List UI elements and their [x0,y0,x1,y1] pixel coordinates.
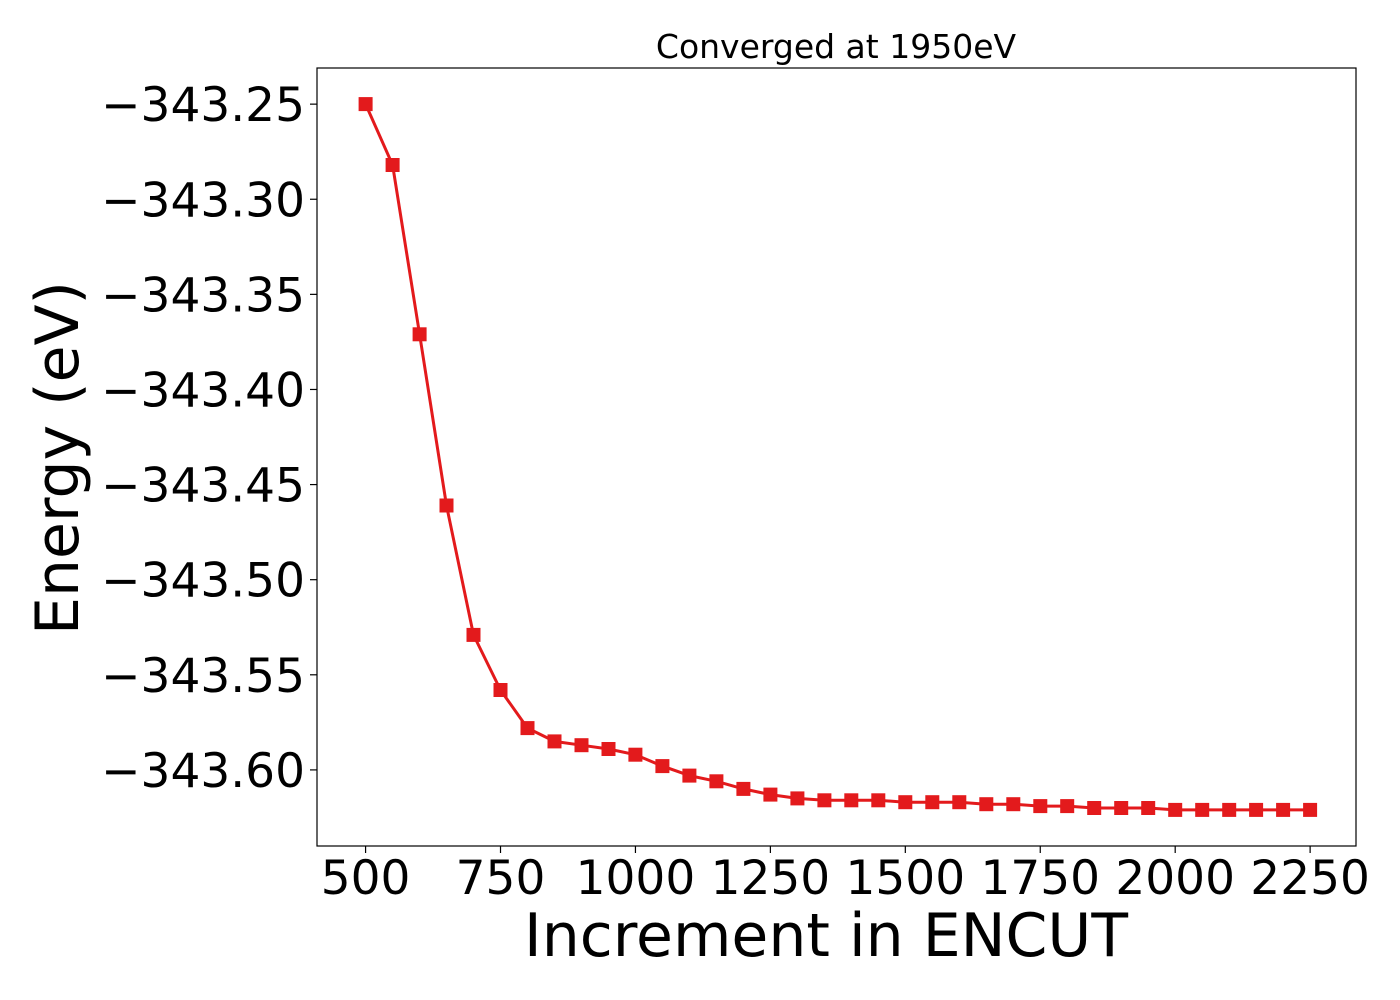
data-point-marker [466,627,481,642]
data-point-marker [493,683,508,697]
data-point-marker [709,774,724,789]
y-tick-label: −343.55 [101,649,305,704]
data-point-marker [925,795,940,810]
data-point-marker [844,793,859,808]
y-tick-label: −343.45 [101,459,305,514]
x-tick-label: 750 [456,851,546,906]
data-point-marker [655,759,670,774]
data-point-marker [817,793,832,808]
data-point-marker [1087,801,1102,815]
x-tick-label: 1250 [711,851,831,906]
y-tick-label: −343.25 [101,78,305,133]
data-point-marker [1114,801,1129,815]
data-point-marker [385,158,400,172]
x-tick-label: 1750 [980,851,1100,906]
data-point-marker [871,793,886,808]
data-point-marker [1276,802,1291,817]
data-point-marker [601,742,616,756]
data-point-marker [898,795,913,810]
y-axis-title: Energy (eV) [23,281,93,635]
data-point-marker [412,327,427,342]
axes-layer: 500 750 1000 1250 1500 1750 2000 2250 −343.25 −34… [101,78,1370,906]
data-point-marker [574,738,589,753]
data-point-marker [1195,802,1210,817]
data-point-marker [1060,799,1075,814]
data-point-marker [439,498,454,513]
data-point-marker [547,734,562,749]
data-point-marker [1141,801,1156,815]
data-point-marker [763,787,778,802]
y-tick-label: −343.60 [101,744,305,799]
x-tick-label: 1000 [576,851,696,906]
data-point-marker [1249,802,1264,817]
plot-frame [316,67,1357,847]
data-point-marker [520,721,535,736]
x-tick-label: 2250 [1250,851,1370,906]
data-point-marker [952,795,967,810]
x-tick-label: 1500 [846,851,966,906]
series-layer [358,97,1318,817]
data-point-marker [1033,799,1048,814]
x-tick-label: 500 [321,851,411,906]
y-tick-label: −343.35 [101,268,305,323]
y-tick-label: −343.50 [101,554,305,609]
x-axis-title: Increment in ENCUT [524,901,1128,971]
y-tick-label: −343.40 [101,363,305,418]
data-point-marker [1168,802,1183,817]
data-point-marker [682,768,697,783]
x-tick-label: 2000 [1115,851,1235,906]
data-point-marker [736,781,751,796]
y-tick-label: −343.30 [101,173,305,228]
data-point-marker [790,791,805,806]
data-point-marker [1006,797,1021,812]
data-point-marker [1303,802,1318,817]
data-point-marker [1222,802,1237,817]
chart-title: Converged at 1950eV [656,27,1017,66]
data-point-marker [979,797,994,812]
data-point-marker [358,97,373,112]
data-point-marker [628,747,643,762]
